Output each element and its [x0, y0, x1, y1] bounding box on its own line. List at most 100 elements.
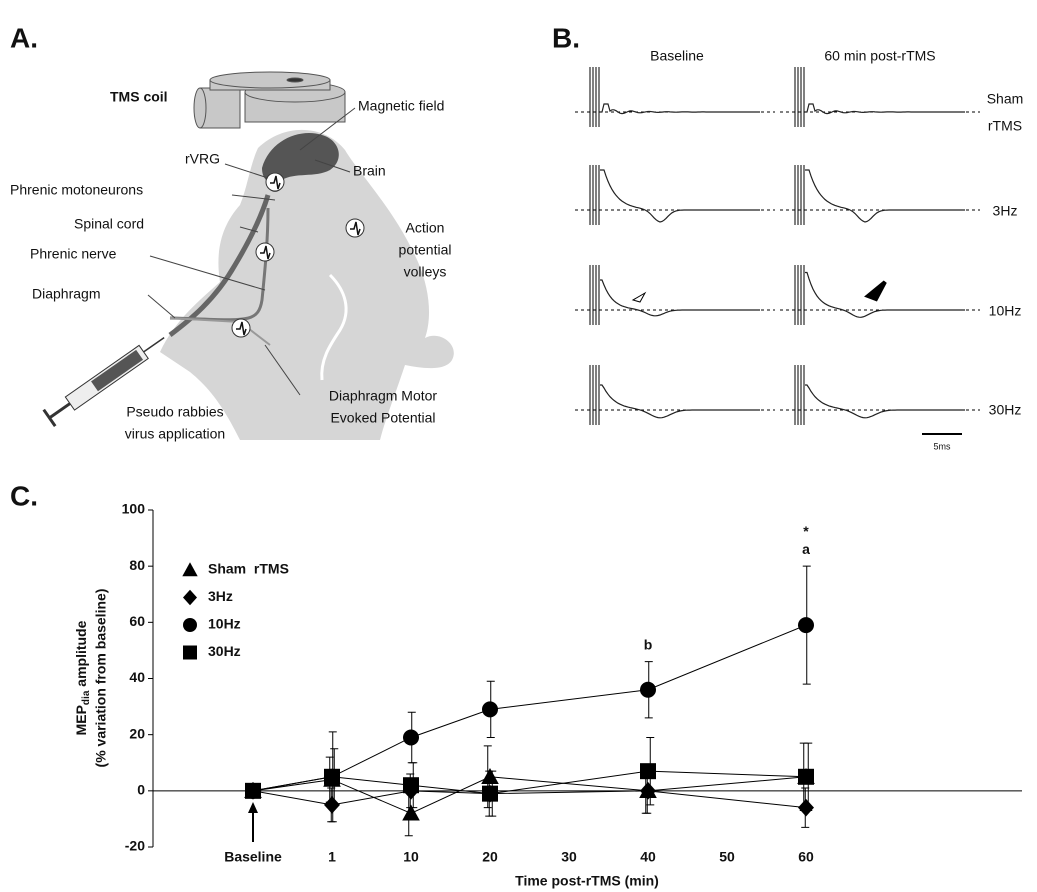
y-tick-label: 60 [129, 613, 145, 629]
trace [600, 169, 760, 223]
ap-icon-glyphs [236, 175, 361, 336]
series-line [252, 790, 807, 809]
row-label: 30Hz [989, 402, 1022, 418]
arrow-filled [864, 280, 887, 302]
label: volleys [404, 264, 447, 280]
mouse-body [160, 129, 454, 440]
label: rVRG [185, 151, 220, 167]
legend-marker [183, 618, 197, 632]
row-label: rTMS [988, 118, 1022, 134]
annotation: b [644, 636, 653, 652]
baseline-arrowhead [248, 802, 258, 813]
marker [798, 798, 814, 817]
y-label-main: MEP [73, 705, 89, 735]
x-tick-label: Baseline [224, 849, 282, 865]
error-cap [644, 661, 653, 719]
marker [324, 768, 340, 785]
trace [805, 271, 965, 318]
legend-label: 30Hz [208, 643, 241, 659]
error-cap [488, 770, 497, 817]
trace [600, 384, 760, 419]
row-label: 3Hz [993, 203, 1018, 219]
row-label: Sham [987, 91, 1024, 107]
annotation: * [803, 523, 809, 539]
error-cap [328, 731, 337, 823]
series-line [252, 770, 807, 795]
label: virus application [125, 426, 225, 442]
trace [805, 169, 965, 223]
arrow-open [631, 291, 647, 303]
error-cap [802, 565, 811, 685]
trace [600, 279, 760, 317]
marker [640, 782, 656, 800]
label: Pseudo rabbies [126, 404, 223, 420]
row-label: 10Hz [989, 303, 1022, 319]
scale-label: 5ms [933, 441, 951, 451]
marker [402, 804, 420, 821]
marker [482, 785, 498, 802]
x-tick-label: 30 [561, 849, 577, 865]
label: Evoked Potential [330, 410, 435, 426]
tms-coil [193, 71, 346, 129]
spinal-cord [168, 194, 271, 337]
label: TMS coil [110, 89, 168, 105]
x-tick-label: 1 [328, 849, 336, 865]
marker [481, 767, 499, 784]
y-tick-label: 100 [122, 501, 146, 517]
error-cap [330, 748, 339, 806]
panel-label: A. [10, 22, 38, 53]
y-tick-label: 80 [129, 557, 145, 573]
legend-marker [183, 645, 197, 660]
series-line [252, 624, 807, 792]
y-tick-label: 20 [129, 725, 145, 741]
marker [482, 701, 498, 718]
y-axis-label: MEPdia amplitude [73, 620, 92, 735]
nerve [169, 207, 270, 322]
annotation: a [802, 541, 810, 557]
y-label-rest: amplitude [73, 620, 89, 690]
error-cap [646, 736, 655, 806]
marker [798, 617, 814, 634]
column-header: Baseline [650, 48, 704, 64]
x-tick-label: 20 [482, 849, 498, 865]
panel-label: B. [552, 22, 580, 53]
label: Phrenic motoneurons [10, 182, 143, 198]
marker [403, 729, 419, 746]
column-header: 60 min post-rTMS [824, 48, 935, 64]
marker [403, 777, 419, 794]
label: Action [406, 220, 445, 236]
series-line [252, 776, 807, 814]
brain-shape [262, 133, 339, 183]
x-tick-label: 60 [798, 849, 814, 865]
legend-marker [183, 589, 197, 606]
traces [575, 67, 980, 425]
chart: -20 0 20 40 60 80 100 Baseline 1 10 20 30 40 50 60 Time… [73, 501, 1022, 889]
x-tick-label: 50 [719, 849, 735, 865]
marker [640, 763, 656, 780]
legend-label: 3Hz [208, 588, 233, 604]
legend-label: 10Hz [208, 616, 241, 632]
legend-label: Sham rTMS [208, 561, 289, 577]
trace [805, 103, 965, 115]
y-tick-label: 40 [129, 669, 145, 685]
x-tick-label: 10 [403, 849, 419, 865]
marker [245, 782, 261, 799]
mouse-illustration [42, 71, 454, 440]
label: Diaphragm Motor [329, 388, 437, 404]
x-axis-label: Time post-rTMS (min) [515, 873, 659, 889]
syringe [42, 336, 165, 427]
label: Diaphragm [32, 286, 100, 302]
error-cap [483, 745, 492, 809]
label: Spinal cord [74, 216, 144, 232]
trace [600, 103, 760, 115]
label: Phrenic nerve [30, 246, 117, 262]
trace [805, 384, 965, 419]
y-axis-label: (% variation from baseline) [93, 589, 109, 768]
legend-marker [182, 562, 198, 577]
leader-lines [147, 107, 356, 396]
x-tick-label: 40 [640, 849, 656, 865]
error-cap [804, 742, 813, 811]
panel-label: C. [10, 480, 38, 511]
y-tick-label: -20 [125, 838, 145, 854]
